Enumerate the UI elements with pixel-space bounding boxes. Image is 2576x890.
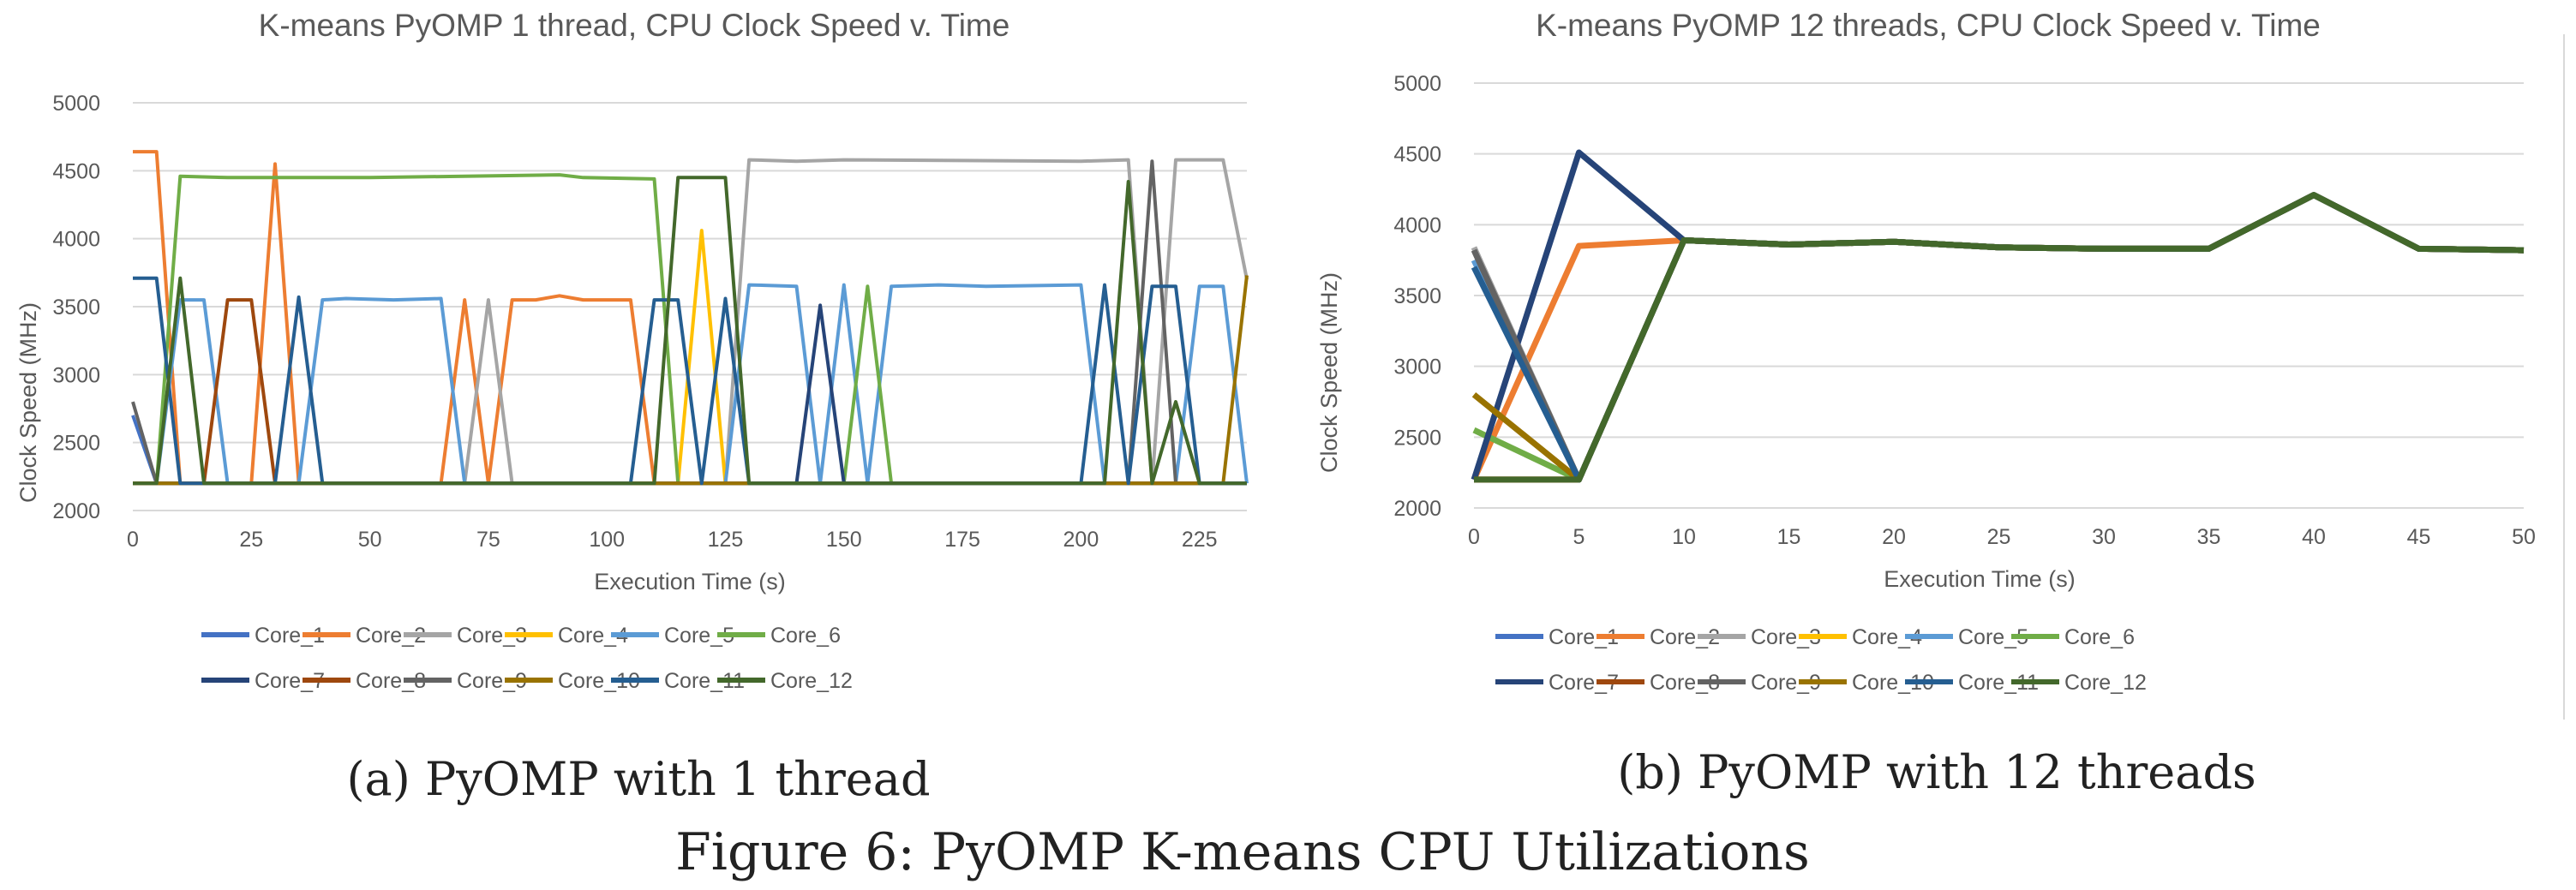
x-tick-label: 5 [1573,525,1585,549]
x-tick-label: 125 [708,528,744,552]
chart-a-y-axis-title: Clock Speed (MHz) [15,302,41,503]
chart-b-legend: Core_1 Core_2 Core_3 Core_4 Core_5 Core_6Core… [1495,625,2147,695]
chart-a: K-means PyOMP 1 thread, CPU Clock Speed … [15,8,1249,693]
chart-b-x-axis-title: Execution Time (s) [1884,566,2076,592]
y-tick-label: 2000 [1393,497,1441,521]
y-tick-label: 2500 [52,432,100,456]
series-line-core-6 [133,173,1247,486]
y-tick-label: 4500 [52,159,100,183]
x-tick-label: 75 [476,528,500,552]
series-line-core-12 [133,176,1247,486]
legend-item-core-10: Core_10 [1799,671,1934,695]
x-tick-label: 40 [2302,525,2326,549]
x-tick-label: 30 [2092,525,2116,549]
legend-label: Core_6 [2064,625,2135,649]
legend-item-core-3: Core_3 [1698,625,1821,649]
chart-a-x-axis-title: Execution Time (s) [594,569,786,594]
series-line-core-3 [133,158,1249,486]
x-tick-label: 175 [944,528,980,552]
chart-b: K-means PyOMP 12 threads, CPU Clock Spee… [1316,8,2536,695]
chart-b-y-axis-title: Clock Speed (MHz) [1316,272,1342,473]
y-tick-label: 4000 [1393,213,1441,237]
x-tick-label: 225 [1182,528,1218,552]
x-tick-label: 15 [1777,525,1801,549]
x-tick-label: 20 [1882,525,1906,549]
chart-b-x-ticks: 0 5 10 15 20 25 30 35 40 45 50 [1468,525,2536,549]
x-tick-label: 0 [1468,525,1480,549]
y-tick-label: 3000 [1393,355,1441,379]
legend-label: Core_6 [770,624,841,648]
legend-item-core-12: Core_12 [2011,671,2147,695]
chart-a-y-ticks: 2000 2500 3000 3500 4000 4500 5000 [52,92,100,523]
x-tick-label: 150 [826,528,862,552]
chart-b-gridlines [1474,82,2524,509]
legend-label: Core_12 [770,669,853,693]
x-tick-label: 35 [2197,525,2221,549]
y-tick-label: 5000 [1393,72,1441,96]
y-tick-label: 3500 [1393,284,1441,308]
y-tick-label: 4000 [52,228,100,252]
figure-caption: Figure 6: PyOMP K-means CPU Utilizations [675,822,1810,882]
x-tick-label: 50 [358,528,382,552]
x-tick-label: 100 [589,528,625,552]
chart-a-x-ticks: 0 25 50 75 100 125 150 175 200 225 [127,528,1217,552]
chart-b-y-ticks: 2000 2500 3000 3500 4000 4500 5000 [1393,72,1441,521]
legend-item-core-12: Core_12 [717,669,853,693]
y-tick-label: 3000 [52,363,100,387]
chart-b-title: K-means PyOMP 12 threads, CPU Clock Spee… [1536,8,2321,43]
chart-a-legend: Core_1 Core_2 Core_3 Core_4 Core_5 Core_6Core… [201,624,853,693]
y-tick-label: 2500 [1393,426,1441,450]
chart-a-title: K-means PyOMP 1 thread, CPU Clock Speed … [259,8,1010,43]
x-tick-label: 25 [239,528,263,552]
y-tick-label: 4500 [1393,143,1441,167]
x-tick-label: 50 [2512,525,2536,549]
chart-b-series [1471,149,2525,483]
legend-label: Core_12 [2064,671,2147,695]
x-tick-label: 0 [127,528,139,552]
legend-item-core-6: Core_6 [717,624,841,648]
y-tick-label: 2000 [52,499,100,523]
x-tick-label: 45 [2407,525,2431,549]
y-tick-label: 5000 [52,92,100,116]
x-tick-label: 25 [1987,525,2011,549]
subcaption-b: (b) PyOMP with 12 threads [1617,745,2256,799]
x-tick-label: 200 [1063,528,1099,552]
y-tick-label: 3500 [52,296,100,320]
legend-item-core-1: Core_1 [1495,625,1619,649]
subcaption-a: (a) PyOMP with 1 thread [346,752,930,806]
chart-a-series [131,150,1249,486]
x-tick-label: 10 [1672,525,1696,549]
legend-item-core-6: Core_6 [2011,625,2135,649]
series-line-core-12 [1474,192,2525,483]
